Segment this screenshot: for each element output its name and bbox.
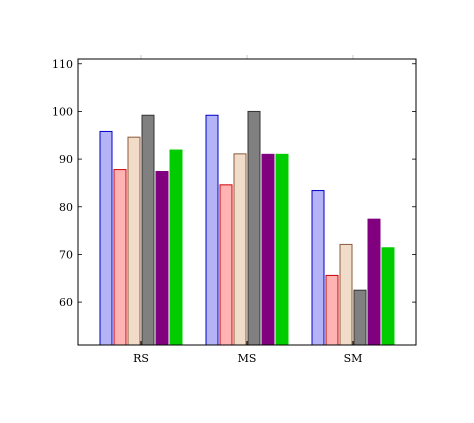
bar-series2-ms (219, 184, 233, 346)
bar-series6-ms (275, 153, 289, 346)
bar-series5-sm (367, 218, 381, 346)
bar-series3-ms (233, 153, 247, 346)
bar-series2-sm (325, 274, 339, 346)
bar-series4-ms (247, 110, 261, 346)
bar-series4-rs (141, 114, 155, 346)
bar-series3-rs (127, 136, 141, 346)
bar-series2-rs (113, 169, 127, 346)
y-tick-label: 60 (59, 296, 73, 309)
bar-series1-sm (311, 190, 325, 346)
x-category-label-rs: RS (133, 352, 149, 365)
y-tick-label: 80 (59, 201, 73, 214)
bar-series1-ms (205, 114, 219, 346)
x-category-label-sm: SM (344, 352, 363, 365)
bar-series5-ms (261, 153, 275, 346)
bar-series4-sm (353, 289, 367, 346)
bar-series3-sm (339, 243, 353, 346)
y-axis: 60 70 80 90 100 110 (52, 58, 416, 309)
y-tick-label: 110 (52, 58, 73, 71)
bar-series5-rs (155, 170, 169, 346)
y-tick-label: 100 (52, 105, 73, 118)
x-axis: RS MS SM (133, 55, 362, 365)
plot-frame (77, 58, 417, 346)
x-category-label-ms: MS (238, 352, 257, 365)
bar-series1-rs (99, 130, 113, 346)
y-tick-label: 90 (59, 153, 73, 166)
bar-series6-sm (381, 247, 395, 346)
y-tick-label: 70 (59, 248, 73, 261)
bars-layer (99, 110, 395, 346)
bar-series6-rs (169, 149, 183, 346)
